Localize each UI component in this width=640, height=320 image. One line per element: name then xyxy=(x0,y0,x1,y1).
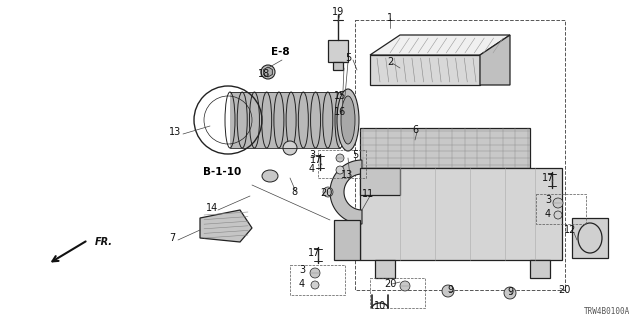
Text: 6: 6 xyxy=(412,125,418,135)
Circle shape xyxy=(311,281,319,289)
Bar xyxy=(290,265,345,295)
Text: 17: 17 xyxy=(542,173,554,183)
Text: 3: 3 xyxy=(545,195,551,205)
Text: 17: 17 xyxy=(308,248,320,258)
Text: 2: 2 xyxy=(387,57,393,67)
Circle shape xyxy=(554,211,562,219)
Polygon shape xyxy=(370,55,480,85)
Text: 4: 4 xyxy=(545,209,551,219)
Text: FR.: FR. xyxy=(95,237,113,247)
Text: 7: 7 xyxy=(169,233,175,243)
Text: 20: 20 xyxy=(320,188,332,198)
Bar xyxy=(333,62,343,70)
Text: 4: 4 xyxy=(309,164,315,174)
Text: 4: 4 xyxy=(299,279,305,289)
Text: 13: 13 xyxy=(341,170,353,180)
Polygon shape xyxy=(370,35,510,55)
Bar xyxy=(318,150,366,178)
Text: TRW4B0100A: TRW4B0100A xyxy=(584,307,630,316)
Text: 10: 10 xyxy=(374,301,386,311)
Polygon shape xyxy=(480,35,510,85)
Polygon shape xyxy=(334,220,360,260)
Text: 3: 3 xyxy=(309,150,315,160)
Text: 17: 17 xyxy=(310,155,322,165)
Text: 5: 5 xyxy=(352,150,358,160)
Text: 15: 15 xyxy=(334,91,346,101)
Text: E-8: E-8 xyxy=(271,47,289,57)
Bar xyxy=(536,194,586,224)
Text: 8: 8 xyxy=(291,187,297,197)
Circle shape xyxy=(400,281,410,291)
Text: 14: 14 xyxy=(206,203,218,213)
Ellipse shape xyxy=(337,89,359,151)
Circle shape xyxy=(442,285,454,297)
Text: 16: 16 xyxy=(334,107,346,117)
Bar xyxy=(355,20,565,290)
Circle shape xyxy=(336,154,344,162)
Polygon shape xyxy=(360,168,562,260)
Polygon shape xyxy=(264,67,273,77)
Polygon shape xyxy=(572,218,608,258)
Ellipse shape xyxy=(262,170,278,182)
Polygon shape xyxy=(330,160,362,224)
Text: 13: 13 xyxy=(169,127,181,137)
Text: 11: 11 xyxy=(362,189,374,199)
Text: 18: 18 xyxy=(258,69,270,79)
Text: 20: 20 xyxy=(384,279,396,289)
Polygon shape xyxy=(360,168,400,195)
Circle shape xyxy=(504,287,516,299)
Polygon shape xyxy=(230,92,340,148)
Polygon shape xyxy=(530,260,550,278)
Polygon shape xyxy=(200,210,252,242)
Text: 9: 9 xyxy=(507,287,513,297)
Circle shape xyxy=(323,187,333,197)
Ellipse shape xyxy=(283,141,297,155)
Text: 3: 3 xyxy=(299,265,305,275)
Circle shape xyxy=(261,65,275,79)
Text: 1: 1 xyxy=(387,13,393,23)
Text: B-1-10: B-1-10 xyxy=(203,167,241,177)
Text: 12: 12 xyxy=(564,225,576,235)
Bar xyxy=(370,278,425,308)
Circle shape xyxy=(553,198,563,208)
Bar xyxy=(328,40,348,62)
Text: 9: 9 xyxy=(447,285,453,295)
Text: 20: 20 xyxy=(558,285,570,295)
Circle shape xyxy=(310,268,320,278)
Bar xyxy=(360,128,530,168)
Circle shape xyxy=(336,166,344,174)
Text: 5: 5 xyxy=(345,53,351,63)
Polygon shape xyxy=(375,260,395,278)
Text: 19: 19 xyxy=(332,7,344,17)
Ellipse shape xyxy=(341,96,355,144)
